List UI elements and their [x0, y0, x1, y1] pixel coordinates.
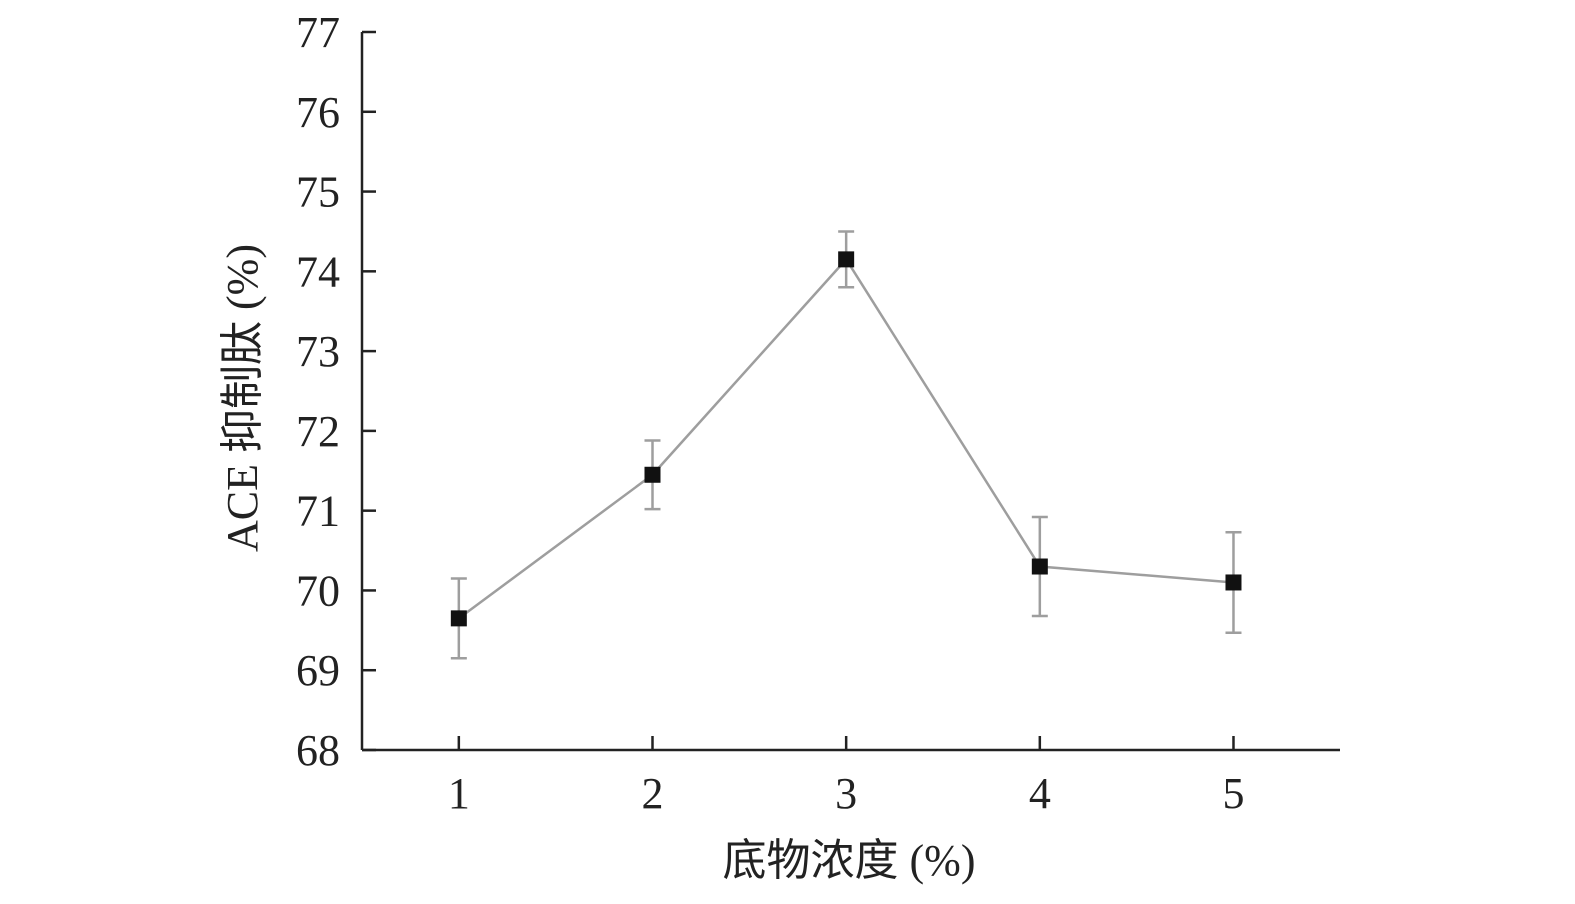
y-tick-label: 70 — [296, 566, 340, 615]
x-ticks: 1 2 3 4 5 — [448, 736, 1244, 818]
y-tick-label: 73 — [296, 327, 340, 376]
y-tick-label: 76 — [296, 88, 340, 137]
data-point-marker — [644, 466, 661, 483]
data-point-marker — [838, 251, 855, 268]
y-tick-label: 74 — [296, 247, 340, 296]
data-point-marker — [1031, 558, 1048, 575]
y-tick-label: 72 — [296, 407, 340, 456]
axes — [360, 32, 1340, 752]
y-tick-label: 71 — [296, 487, 340, 536]
y-axis-title: ACE 抑制肽 (%) — [218, 244, 267, 552]
x-tick-label: 1 — [448, 769, 470, 818]
series — [450, 230, 1242, 660]
y-tick-label: 69 — [296, 646, 340, 695]
y-tick-label: 68 — [296, 726, 340, 775]
data-point-marker — [450, 610, 467, 627]
x-axis-title: 底物浓度 (%) — [723, 836, 976, 885]
data-point-marker — [1225, 574, 1242, 591]
series-line — [458, 257, 1234, 620]
x-tick-label: 3 — [835, 769, 857, 818]
x-tick-label: 4 — [1029, 769, 1051, 818]
x-tick-label: 2 — [641, 769, 663, 818]
y-tick-label: 77 — [296, 8, 340, 57]
y-tick-label: 75 — [296, 168, 340, 217]
y-ticks: 68 69 70 71 72 73 74 75 76 77 — [296, 8, 376, 775]
x-tick-label: 5 — [1222, 769, 1244, 818]
